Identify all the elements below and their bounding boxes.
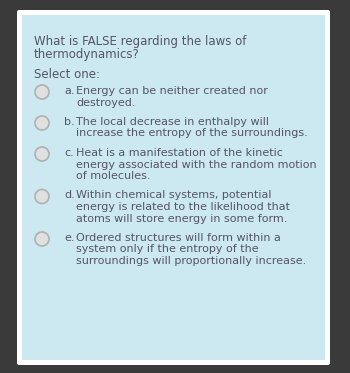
Text: e.: e. xyxy=(64,233,75,243)
Text: Within chemical systems, potential: Within chemical systems, potential xyxy=(76,191,272,201)
Text: Energy can be neither created nor: Energy can be neither created nor xyxy=(76,86,268,96)
Circle shape xyxy=(35,147,49,161)
Text: of molecules.: of molecules. xyxy=(76,171,150,181)
Text: Ordered structures will form within a: Ordered structures will form within a xyxy=(76,233,281,243)
Text: a.: a. xyxy=(64,86,75,96)
Text: b.: b. xyxy=(64,117,75,127)
Text: Heat is a manifestation of the kinetic: Heat is a manifestation of the kinetic xyxy=(76,148,283,158)
Circle shape xyxy=(35,116,49,130)
Text: c.: c. xyxy=(64,148,74,158)
Text: system only if the entropy of the: system only if the entropy of the xyxy=(76,244,259,254)
Text: energy associated with the random motion: energy associated with the random motion xyxy=(76,160,317,169)
Text: increase the entropy of the surroundings.: increase the entropy of the surroundings… xyxy=(76,129,308,138)
Circle shape xyxy=(35,232,49,246)
Text: thermodynamics?: thermodynamics? xyxy=(34,48,140,61)
Text: surroundings will proportionally increase.: surroundings will proportionally increas… xyxy=(76,256,306,266)
Circle shape xyxy=(35,189,49,204)
Text: destroyed.: destroyed. xyxy=(76,97,135,107)
Text: Select one:: Select one: xyxy=(34,68,100,81)
Text: energy is related to the likelihood that: energy is related to the likelihood that xyxy=(76,202,290,212)
FancyBboxPatch shape xyxy=(17,10,330,365)
Text: What is FALSE regarding the laws of: What is FALSE regarding the laws of xyxy=(34,35,246,48)
Circle shape xyxy=(35,85,49,99)
Text: d.: d. xyxy=(64,191,75,201)
Text: atoms will store energy in some form.: atoms will store energy in some form. xyxy=(76,213,287,223)
Text: The local decrease in enthalpy will: The local decrease in enthalpy will xyxy=(76,117,269,127)
Bar xyxy=(22,15,325,360)
